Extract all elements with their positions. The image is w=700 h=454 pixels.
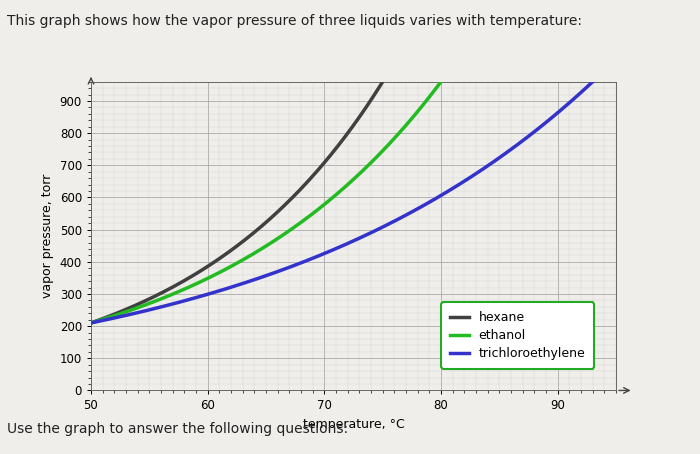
hexane — [324, 155, 332, 160]
trichloroethylene — [180, 298, 188, 304]
hexane — [87, 320, 95, 326]
Y-axis label: vapor pressure, torr: vapor pressure, torr — [41, 174, 54, 298]
ethanol — [438, 78, 446, 84]
trichloroethylene — [612, 56, 620, 62]
trichloroethylene — [396, 215, 405, 221]
hexane — [222, 251, 230, 257]
trichloroethylene — [482, 164, 491, 169]
Text: This graph shows how the vapor pressure of three liquids varies with temperature: This graph shows how the vapor pressure … — [7, 14, 582, 28]
ethanol — [324, 198, 332, 204]
trichloroethylene — [87, 320, 95, 326]
ethanol — [482, 12, 491, 17]
ethanol — [396, 129, 405, 134]
ethanol — [222, 266, 230, 272]
X-axis label: temperature, °C: temperature, °C — [302, 418, 405, 431]
trichloroethylene — [222, 286, 230, 291]
ethanol — [87, 320, 95, 326]
Legend: hexane, ethanol, trichloroethylene: hexane, ethanol, trichloroethylene — [441, 302, 594, 369]
hexane — [396, 49, 405, 54]
trichloroethylene — [438, 192, 446, 198]
ethanol — [180, 286, 188, 292]
Text: Use the graph to answer the following questions:: Use the graph to answer the following qu… — [7, 422, 348, 436]
hexane — [180, 278, 188, 284]
Line: trichloroethylene: trichloroethylene — [91, 59, 616, 323]
Line: ethanol: ethanol — [91, 0, 616, 323]
Line: hexane: hexane — [91, 0, 616, 323]
trichloroethylene — [324, 249, 332, 255]
